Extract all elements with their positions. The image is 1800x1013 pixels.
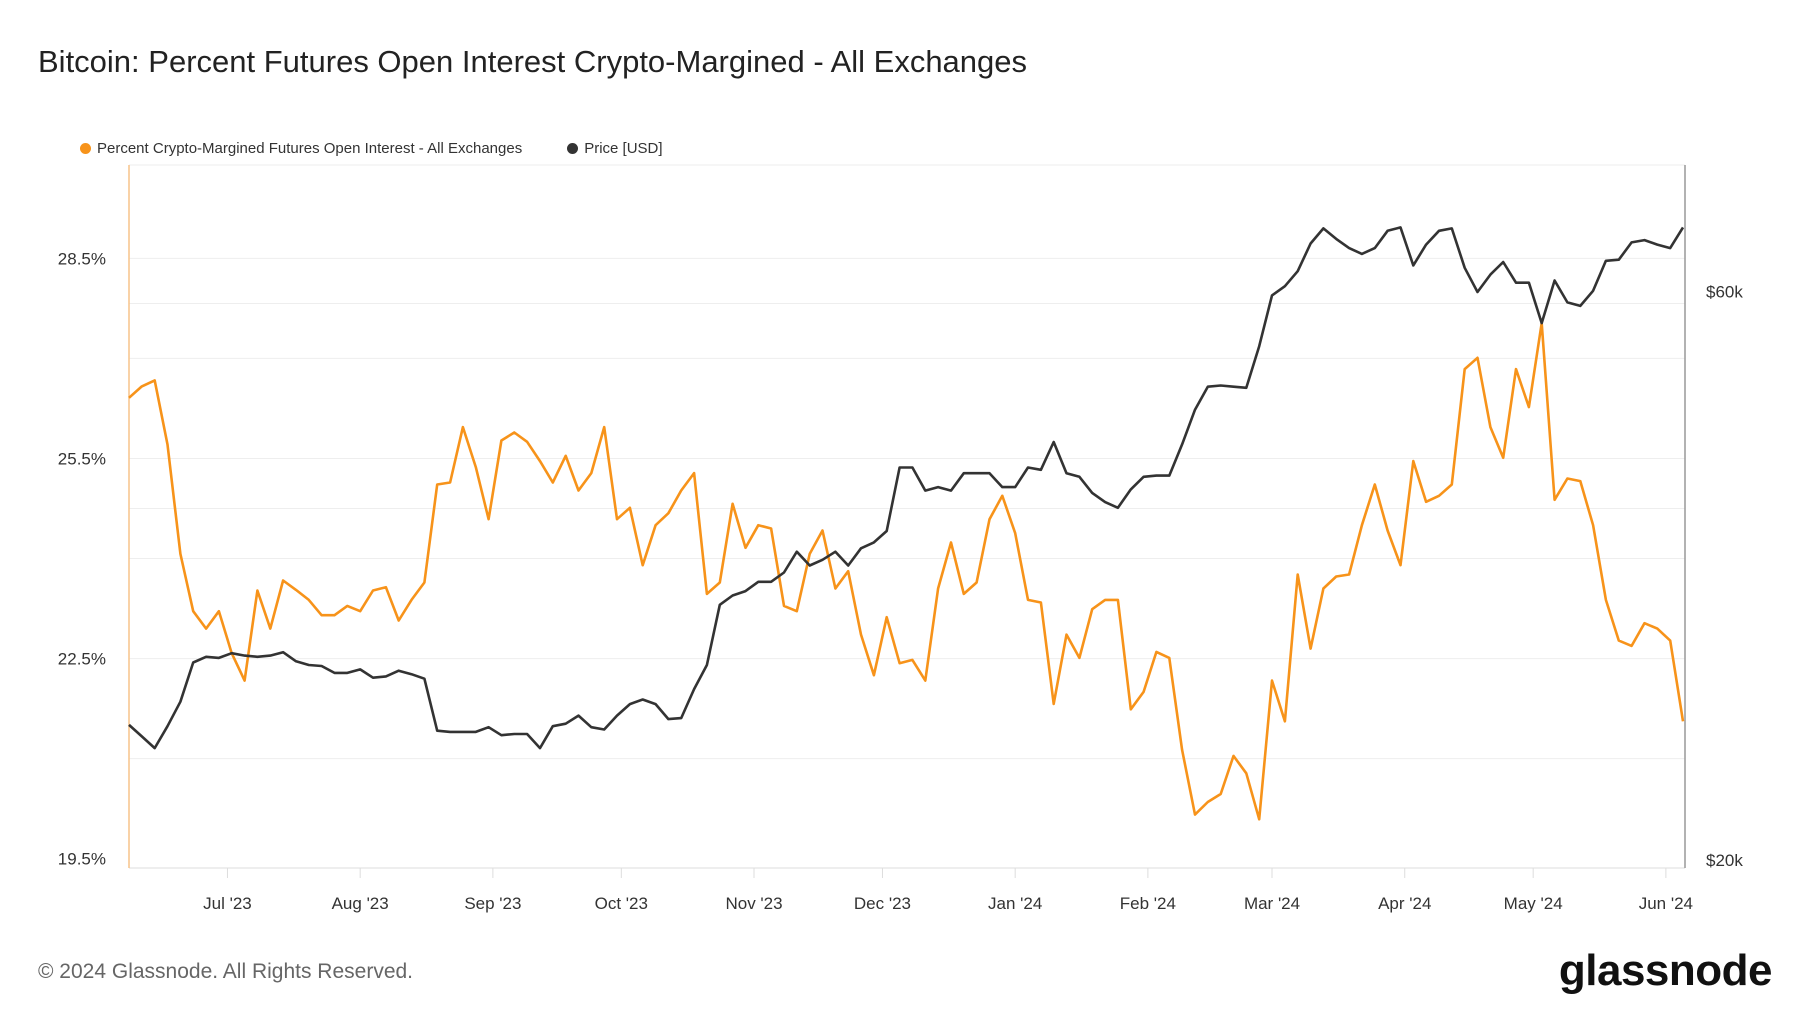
chart-title: Bitcoin: Percent Futures Open Interest C… [38,44,1028,79]
y-left-tick-label: 25.5% [58,449,106,468]
y-left-tick-label: 22.5% [58,650,106,669]
x-tick-label: Sep '23 [464,894,521,913]
percent-oi-line [128,321,1685,821]
x-tick-label: Dec '23 [854,894,911,913]
x-tick-label: Oct '23 [595,894,648,913]
x-tick-label: Apr '24 [1378,894,1431,913]
x-tick-label: Jul '23 [203,894,252,913]
glassnode-logo: glassnode [1558,946,1773,995]
legend-dot-icon [80,143,91,154]
legend: Percent Crypto-Margined Futures Open Int… [80,140,663,157]
y-left-tick-label: 28.5% [58,249,106,268]
legend-item-percent-oi[interactable]: Percent Crypto-Margined Futures Open Int… [80,140,522,157]
legend-label: Percent Crypto-Margined Futures Open Int… [97,140,523,157]
x-tick-label: Jun '24 [1639,894,1693,913]
x-tick-label: Jan '24 [988,894,1042,913]
y-right-tick-label: $60k [1706,283,1743,302]
x-tick-label: Nov '23 [725,894,782,913]
x-tick-label: Feb '24 [1120,894,1176,913]
legend-item-price[interactable]: Price [USD] [567,140,663,157]
legend-dot-icon [567,143,579,154]
x-tick-label: May '24 [1504,894,1563,913]
legend-label: Price [USD] [584,140,663,157]
copyright-footer: © 2024 Glassnode. All Rights Reserved. [38,960,414,983]
y-left-tick-label: 19.5% [58,850,106,869]
x-tick-label: Mar '24 [1244,894,1300,913]
price-line [128,226,1685,750]
y-right-tick-label: $20k [1706,851,1743,870]
x-tick-label: Aug '23 [332,894,389,913]
